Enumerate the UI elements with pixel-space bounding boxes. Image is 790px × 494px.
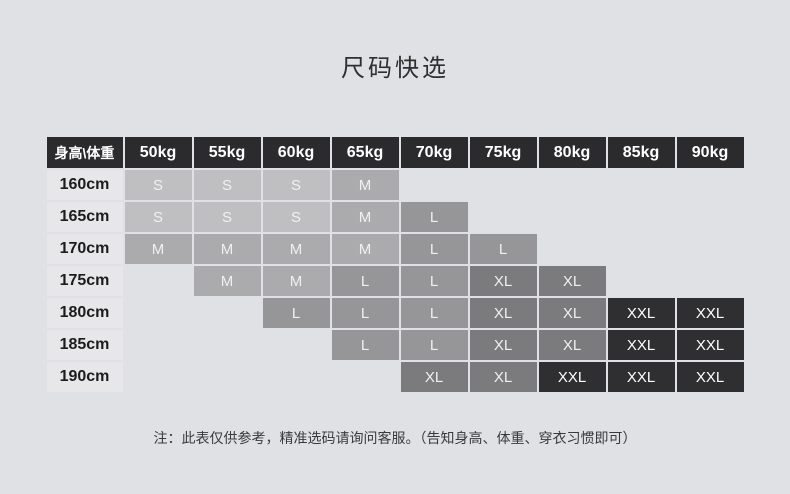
height-label-185cm: 185cm — [46, 330, 123, 360]
size-cell: L — [400, 202, 468, 232]
weight-header-60kg: 60kg — [262, 137, 330, 168]
empty-cell — [332, 362, 399, 392]
size-cell: XXL — [607, 298, 675, 328]
note-text: 注：此表仅供参考，精准选码请询问客服。（告知身高、体重、穿衣习惯即可） — [153, 430, 637, 446]
size-cell: S — [262, 170, 330, 200]
size-cell: M — [193, 234, 261, 264]
empty-cell — [470, 202, 537, 232]
size-cell: XXL — [538, 362, 606, 392]
size-cell: S — [124, 170, 192, 200]
empty-cell — [608, 266, 675, 296]
empty-cell — [263, 330, 330, 360]
weight-header-80kg: 80kg — [538, 137, 606, 168]
size-cell: L — [400, 298, 468, 328]
size-cell: M — [124, 234, 192, 264]
size-cell: XXL — [676, 330, 744, 360]
height-label-175cm: 175cm — [46, 266, 123, 296]
empty-cell — [677, 170, 744, 200]
size-cell: XL — [538, 330, 606, 360]
height-label-190cm: 190cm — [46, 362, 123, 392]
size-cell: M — [193, 266, 261, 296]
empty-cell — [539, 234, 606, 264]
empty-cell — [677, 202, 744, 232]
empty-cell — [539, 202, 606, 232]
size-cell: XL — [400, 362, 468, 392]
weight-header-55kg: 55kg — [193, 137, 261, 168]
size-cell: L — [400, 266, 468, 296]
size-cell: L — [400, 234, 468, 264]
height-label-160cm: 160cm — [46, 170, 123, 200]
weight-header-75kg: 75kg — [469, 137, 537, 168]
empty-cell — [539, 170, 606, 200]
size-cell: S — [193, 202, 261, 232]
height-label-180cm: 180cm — [46, 298, 123, 328]
size-cell: XL — [469, 298, 537, 328]
size-cell: M — [331, 170, 399, 200]
size-cell: L — [331, 330, 399, 360]
corner-header-cell: 身高\体重 — [46, 137, 123, 168]
empty-cell — [608, 170, 675, 200]
size-cell: XL — [538, 266, 606, 296]
size-cell: S — [262, 202, 330, 232]
size-cell: XXL — [607, 362, 675, 392]
size-cell: XL — [469, 362, 537, 392]
empty-cell — [677, 234, 744, 264]
size-cell: L — [469, 234, 537, 264]
empty-cell — [194, 362, 261, 392]
empty-cell — [263, 362, 330, 392]
page-title: 尺码快选 — [341, 55, 449, 82]
size-cell: XXL — [607, 330, 675, 360]
size-cell: XL — [469, 266, 537, 296]
size-cell: L — [400, 330, 468, 360]
weight-header-50kg: 50kg — [124, 137, 192, 168]
empty-cell — [401, 170, 468, 200]
empty-cell — [125, 298, 192, 328]
empty-cell — [125, 362, 192, 392]
size-cell: M — [331, 234, 399, 264]
empty-cell — [194, 298, 261, 328]
weight-header-90kg: 90kg — [676, 137, 744, 168]
size-cell: XL — [538, 298, 606, 328]
weight-header-65kg: 65kg — [331, 137, 399, 168]
empty-cell — [470, 170, 537, 200]
height-label-170cm: 170cm — [46, 234, 123, 264]
empty-cell — [677, 266, 744, 296]
size-cell: XL — [469, 330, 537, 360]
size-cell: M — [262, 234, 330, 264]
size-cell: L — [262, 298, 330, 328]
weight-header-70kg: 70kg — [400, 137, 468, 168]
empty-cell — [194, 330, 261, 360]
size-cell: S — [124, 202, 192, 232]
empty-cell — [608, 234, 675, 264]
size-cell: M — [262, 266, 330, 296]
size-grid: 身高\体重 50kg 55kg 60kg 65kg 70kg 75kg 80kg 85kg 90k… — [46, 137, 744, 392]
size-cell: S — [193, 170, 261, 200]
size-cell: L — [331, 298, 399, 328]
weight-header-85kg: 85kg — [607, 137, 675, 168]
empty-cell — [125, 266, 192, 296]
size-cell: L — [331, 266, 399, 296]
empty-cell — [125, 330, 192, 360]
size-cell: XXL — [676, 362, 744, 392]
size-cell: M — [331, 202, 399, 232]
empty-cell — [608, 202, 675, 232]
height-label-165cm: 165cm — [46, 202, 123, 232]
size-cell: XXL — [676, 298, 744, 328]
